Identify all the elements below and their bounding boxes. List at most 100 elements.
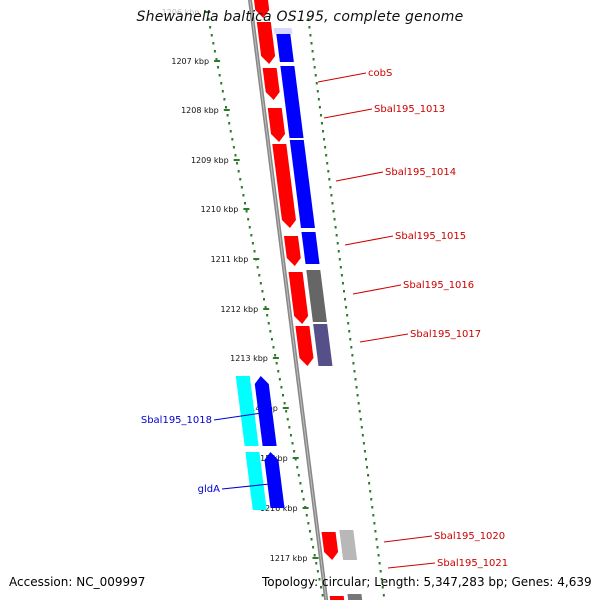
rail-tick-right	[314, 74, 317, 77]
rail-tick-left	[215, 58, 218, 61]
rail-tick-right	[362, 442, 365, 445]
rail-tick-right	[372, 514, 375, 517]
gene-label[interactable]: Sbal195_1017	[410, 329, 481, 340]
rail-tick-right	[382, 594, 385, 597]
rail-tick-left	[220, 82, 223, 85]
rail-tick-right	[363, 450, 366, 453]
gene-label[interactable]: Sbal195_1016	[403, 280, 474, 291]
gene-label[interactable]: Sbal195_1013	[374, 104, 445, 115]
kbp-label: 1217 kbp	[270, 554, 308, 563]
rail-tick-left	[223, 98, 226, 101]
gene-block-gray[interactable]	[306, 270, 327, 322]
gene-arrow-reverse[interactable]	[264, 452, 285, 508]
rail-tick-left	[283, 402, 286, 405]
rail-tick-right	[364, 458, 367, 461]
kbp-tick	[204, 11, 211, 13]
rail-tick-left	[253, 250, 256, 253]
rail-tick-right	[378, 562, 381, 565]
accession-label: Accession: NC_009997	[9, 575, 146, 589]
gene-arrow-forward[interactable]	[272, 144, 296, 228]
gene-block-lightgray[interactable]	[339, 530, 358, 560]
gene-label[interactable]: Sbal195_1020	[434, 531, 505, 542]
gene-label[interactable]: Sbal195_1018	[141, 415, 212, 426]
rail-tick-left	[245, 210, 248, 213]
gene-arrow-forward[interactable]	[288, 272, 309, 324]
rail-tick-left	[301, 490, 304, 493]
gene-block-blue[interactable]	[280, 66, 304, 138]
rail-tick-right	[337, 250, 340, 253]
rail-tick-right	[322, 130, 325, 133]
rail-tick-left	[251, 242, 254, 245]
kbp-tick	[272, 357, 279, 359]
rail-tick-left	[294, 458, 297, 461]
kbp-tick	[214, 60, 221, 62]
gene-arrow-forward[interactable]	[267, 108, 286, 142]
gene-block-pale	[273, 28, 293, 34]
gene-block-gray[interactable]	[347, 594, 363, 600]
gene-arrow-forward[interactable]	[283, 236, 301, 266]
rail-tick-right	[352, 362, 355, 365]
gene-label[interactable]: cobS	[368, 68, 392, 79]
rail-tick-left	[313, 554, 316, 557]
gene-arrow-forward[interactable]	[256, 22, 276, 64]
rail-tick-left	[308, 530, 311, 533]
kbp-tick	[292, 457, 299, 459]
gene-label[interactable]: gldA	[198, 484, 220, 495]
kbp-tick	[223, 109, 230, 111]
rail-tick-left	[282, 394, 285, 397]
rail-tick-left	[275, 362, 278, 365]
kbp-label: 1216 kbp	[260, 504, 298, 513]
gene-leader-line	[359, 333, 409, 343]
rail-tick-right	[347, 322, 350, 325]
rail-tick-left	[272, 346, 275, 349]
gene-block-slate[interactable]	[313, 324, 333, 366]
rail-tick-right	[326, 162, 329, 165]
rail-tick-right	[329, 186, 332, 189]
gene-leader-line	[383, 535, 433, 543]
rail-tick-left	[234, 154, 237, 157]
rail-tick-left	[289, 434, 292, 437]
rail-tick-left	[320, 586, 323, 589]
rail-tick-right	[312, 58, 315, 61]
gene-block-cyan[interactable]	[235, 376, 259, 446]
kbp-tick	[253, 258, 260, 260]
rail-tick-right	[368, 482, 371, 485]
gene-arrow-forward[interactable]	[295, 326, 314, 366]
rail-tick-left	[293, 450, 296, 453]
rail-tick-left	[229, 130, 232, 133]
rail-tick-left	[270, 338, 273, 341]
rail-tick-right	[318, 106, 321, 109]
kbp-tick	[263, 308, 270, 310]
gene-label[interactable]: Sbal195_1015	[395, 231, 466, 242]
rail-tick-left	[231, 138, 234, 141]
gene-arrow-forward[interactable]	[321, 532, 339, 560]
kbp-label: 1212 kbp	[220, 305, 258, 314]
rail-tick-left	[221, 90, 224, 93]
rail-tick-right	[330, 194, 333, 197]
gene-arrow-forward[interactable]	[253, 0, 270, 18]
gene-arrow-forward[interactable]	[329, 596, 345, 600]
gene-block-blue[interactable]	[301, 232, 320, 264]
gene-label[interactable]: Sbal195_1014	[385, 167, 456, 178]
rail-tick-left	[258, 274, 261, 277]
genome-title: Shewanella baltica OS195, complete genom…	[136, 9, 464, 25]
rail-tick-right	[335, 234, 338, 237]
rail-tick-left	[240, 186, 243, 189]
rail-tick-right	[354, 378, 357, 381]
rail-tick-left	[291, 442, 294, 445]
gene-block-blue[interactable]	[276, 32, 294, 62]
rail-tick-right	[371, 506, 374, 509]
gene-block-blue[interactable]	[289, 140, 315, 228]
rail-tick-right	[311, 50, 314, 53]
rail-tick-right	[316, 90, 319, 93]
gene-arrow-forward[interactable]	[262, 68, 280, 100]
gene-arrow-reverse[interactable]	[254, 376, 277, 446]
gene-leader-line	[221, 483, 271, 490]
rail-tick-left	[280, 386, 283, 389]
rail-tick-left	[237, 170, 240, 173]
rail-tick-right	[351, 354, 354, 357]
kbp-tick	[302, 507, 309, 509]
gene-label[interactable]: Sbal195_1021	[437, 558, 508, 569]
gene-block-cyan[interactable]	[245, 452, 267, 510]
